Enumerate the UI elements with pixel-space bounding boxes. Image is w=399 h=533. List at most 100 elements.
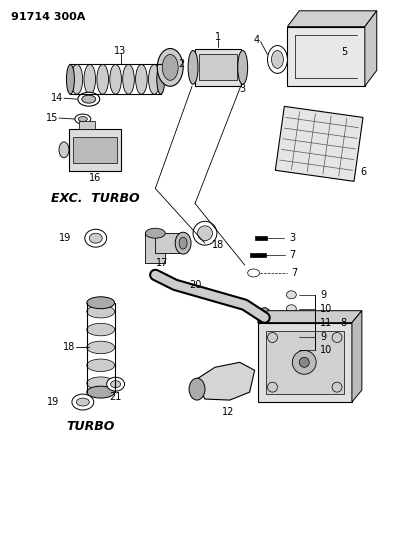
Text: 91714 300A: 91714 300A <box>11 12 86 22</box>
Circle shape <box>332 333 342 343</box>
Text: 4: 4 <box>253 35 260 45</box>
Ellipse shape <box>75 114 91 124</box>
Ellipse shape <box>84 64 96 94</box>
Ellipse shape <box>286 333 296 341</box>
Ellipse shape <box>76 398 89 406</box>
Ellipse shape <box>286 346 296 354</box>
Circle shape <box>267 333 277 343</box>
Ellipse shape <box>286 291 296 299</box>
Ellipse shape <box>87 377 115 390</box>
Text: 18: 18 <box>212 240 224 250</box>
Ellipse shape <box>188 51 198 84</box>
Text: 13: 13 <box>115 45 126 55</box>
Ellipse shape <box>111 381 120 387</box>
Text: 21: 21 <box>109 392 122 402</box>
Ellipse shape <box>157 64 165 94</box>
Circle shape <box>332 382 342 392</box>
Ellipse shape <box>157 49 183 86</box>
Ellipse shape <box>148 64 160 94</box>
Text: 18: 18 <box>63 342 75 352</box>
Ellipse shape <box>162 54 178 80</box>
Text: 6: 6 <box>361 167 367 176</box>
Text: 12: 12 <box>221 407 234 417</box>
Bar <box>250 253 266 257</box>
Ellipse shape <box>87 297 115 309</box>
Circle shape <box>292 350 316 374</box>
Text: 1: 1 <box>215 31 221 42</box>
Bar <box>199 54 237 80</box>
Bar <box>266 330 344 394</box>
Text: 11: 11 <box>320 318 332 328</box>
Ellipse shape <box>97 64 109 94</box>
Bar <box>287 27 365 86</box>
Ellipse shape <box>179 237 187 249</box>
Circle shape <box>299 357 309 367</box>
Ellipse shape <box>258 308 271 328</box>
Text: 10: 10 <box>320 304 332 314</box>
Bar <box>73 137 117 163</box>
Text: 3: 3 <box>289 233 296 243</box>
Ellipse shape <box>87 341 115 354</box>
Ellipse shape <box>136 64 147 94</box>
Text: 20: 20 <box>189 280 201 290</box>
Ellipse shape <box>87 386 115 398</box>
Polygon shape <box>352 311 362 402</box>
Bar <box>155 233 183 253</box>
Text: 15: 15 <box>45 113 58 123</box>
Ellipse shape <box>248 269 260 277</box>
Ellipse shape <box>87 305 115 318</box>
Bar <box>69 129 120 171</box>
Ellipse shape <box>122 64 134 94</box>
Ellipse shape <box>198 226 212 241</box>
Ellipse shape <box>238 51 248 84</box>
Text: 7: 7 <box>289 250 296 260</box>
Ellipse shape <box>267 45 287 74</box>
Ellipse shape <box>110 64 121 94</box>
Bar <box>145 233 165 263</box>
Ellipse shape <box>85 229 107 247</box>
Polygon shape <box>195 362 255 400</box>
Ellipse shape <box>189 378 205 400</box>
Bar <box>79 121 95 129</box>
Ellipse shape <box>87 359 115 372</box>
Ellipse shape <box>87 324 115 336</box>
Text: 9: 9 <box>320 332 326 342</box>
Text: 9: 9 <box>320 290 326 300</box>
Bar <box>255 236 267 240</box>
Ellipse shape <box>107 377 124 391</box>
Ellipse shape <box>82 95 96 103</box>
Text: 2: 2 <box>178 59 184 69</box>
Bar <box>258 322 352 402</box>
Text: 14: 14 <box>51 93 63 103</box>
Circle shape <box>267 382 277 392</box>
Ellipse shape <box>89 233 102 243</box>
Polygon shape <box>365 11 377 86</box>
Text: TURBO: TURBO <box>67 421 115 433</box>
Bar <box>195 49 241 86</box>
Ellipse shape <box>78 117 87 122</box>
Text: 10: 10 <box>320 345 332 356</box>
Text: 7: 7 <box>291 268 298 278</box>
Text: EXC.  TURBO: EXC. TURBO <box>51 192 140 205</box>
Ellipse shape <box>175 232 191 254</box>
Text: 3: 3 <box>240 84 246 94</box>
Text: 8: 8 <box>340 318 346 328</box>
Ellipse shape <box>78 92 100 106</box>
Text: 17: 17 <box>156 258 168 268</box>
Ellipse shape <box>193 221 217 245</box>
Ellipse shape <box>66 64 74 94</box>
Ellipse shape <box>59 142 69 158</box>
Ellipse shape <box>71 64 83 94</box>
Text: 5: 5 <box>341 46 347 56</box>
Ellipse shape <box>72 394 94 410</box>
Ellipse shape <box>271 51 283 68</box>
Text: 19: 19 <box>59 233 71 243</box>
Text: 19: 19 <box>47 397 59 407</box>
Ellipse shape <box>145 228 165 238</box>
Polygon shape <box>258 311 362 322</box>
Ellipse shape <box>286 319 296 327</box>
Polygon shape <box>287 11 377 27</box>
Ellipse shape <box>286 305 296 313</box>
Polygon shape <box>275 107 363 181</box>
Text: 16: 16 <box>89 173 101 183</box>
